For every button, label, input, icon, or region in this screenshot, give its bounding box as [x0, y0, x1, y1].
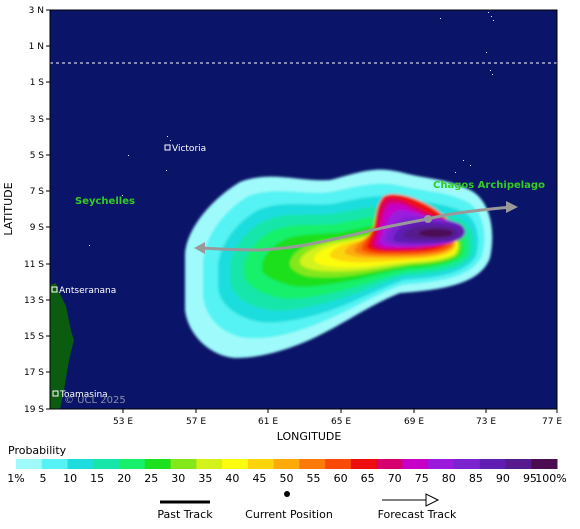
colorbar-swatch: [402, 459, 429, 469]
colorbar-label: 55: [307, 472, 321, 485]
place-label-seychelles: Seychelles: [75, 196, 135, 207]
colorbar-label: 15: [90, 472, 104, 485]
colorbar-swatch: [350, 459, 378, 469]
current-position-label: Current Position: [245, 508, 333, 521]
colorbar-label: 25: [144, 472, 158, 485]
current-position-marker: [424, 215, 432, 223]
colorbar-label: 80: [442, 472, 456, 485]
plot-border: [49, 9, 558, 410]
legend-title: Probability: [8, 444, 67, 457]
colorbar-label: 95: [523, 472, 537, 485]
colorbar-label: 5: [40, 472, 47, 485]
colorbar-swatch: [93, 459, 120, 469]
place-label-antseranana: Antseranana: [59, 286, 116, 296]
lat-tick-label: 3 N: [29, 6, 44, 16]
lat-tick-label: 9 S: [30, 223, 45, 233]
colorbar-swatch: [41, 459, 69, 469]
lon-tick-label: 69 E: [404, 417, 424, 427]
lat-tick-label: 17 S: [24, 368, 44, 378]
lat-tick-label: 11 S: [24, 260, 44, 270]
colorbar-label: 85: [469, 472, 483, 485]
storm-track: [194, 201, 518, 254]
colorbar-label: 10: [63, 472, 77, 485]
lon-tick-label: 65 E: [331, 417, 351, 427]
colorbar-swatch: [170, 459, 197, 469]
colorbar-label: 1%: [7, 472, 24, 485]
lat-tick-label: 5 S: [30, 151, 45, 161]
colorbar-label: 35: [198, 472, 212, 485]
current-position-symbol: [284, 491, 290, 497]
colorbar-label: 90: [496, 472, 510, 485]
colorbar-label: 45: [252, 472, 266, 485]
colorbar-swatch: [428, 459, 455, 469]
lon-tick-label: 77 E: [542, 417, 562, 427]
longitude-axis: [122, 409, 558, 413]
colorbar-swatch: [531, 459, 558, 469]
victoria-marker: [164, 144, 171, 151]
track-arrowhead-west: [194, 242, 205, 254]
colorbar-swatch: [144, 459, 172, 469]
track-arrowhead-east: [506, 201, 518, 213]
colorbar-swatch: [222, 459, 249, 469]
antseranana-marker: [51, 286, 58, 293]
madagascar-land: [50, 283, 74, 409]
lat-tick-label: 15 S: [24, 332, 44, 342]
place-label-toamasina: Toamasina: [59, 390, 108, 400]
colorbar-label: 100%: [535, 472, 566, 485]
colorbar-label: 50: [280, 472, 294, 485]
latitude-axis-label: LATITUDE: [2, 182, 15, 235]
forecast-track-arrowhead: [425, 493, 440, 507]
colorbar-swatch: [247, 459, 275, 469]
colorbar-swatch: [376, 459, 403, 469]
colorbar-swatch: [196, 459, 223, 469]
colorbar-swatch: [273, 459, 300, 469]
colorbar-swatch: [453, 459, 481, 469]
longitude-axis-label: LONGITUDE: [277, 430, 342, 443]
lon-tick-label: 73 E: [476, 417, 496, 427]
toamasina-marker: [52, 390, 59, 397]
forecast-track-label: Forecast Track: [378, 508, 457, 521]
latitude-axis: [46, 9, 50, 410]
track-line-east: [426, 205, 514, 221]
lat-tick-label: 1 S: [30, 78, 45, 88]
colorbar-swatch: [67, 459, 94, 469]
colorbar-label: 30: [171, 472, 185, 485]
colorbar-swatch: [16, 459, 43, 469]
colorbar-label: 20: [117, 472, 131, 485]
colorbar-swatch: [325, 459, 352, 469]
track-line-west: [198, 217, 430, 252]
place-label-victoria: Victoria: [172, 144, 206, 154]
lon-tick-label: 61 E: [258, 417, 278, 427]
place-label-chagos: Chagos Archipelago: [433, 180, 545, 191]
probability-colorbar: [16, 459, 558, 469]
colorbar-swatch: [505, 459, 532, 469]
colorbar-label: 70: [388, 472, 402, 485]
lon-tick-label: 53 E: [113, 417, 133, 427]
copyright-notice: © UCL 2025: [64, 395, 126, 406]
lat-tick-label: 3 S: [30, 115, 45, 125]
lon-tick-label: 57 E: [186, 417, 206, 427]
colorbar-label: 75: [415, 472, 429, 485]
colorbar-swatch: [119, 459, 146, 469]
lat-tick-label: 19 S: [24, 405, 44, 415]
colorbar-swatch: [479, 459, 506, 469]
lat-tick-label: 13 S: [24, 296, 44, 306]
colorbar-label: 60: [334, 472, 348, 485]
lat-tick-label: 1 N: [29, 42, 44, 52]
islands: [89, 12, 494, 246]
colorbar-swatch: [299, 459, 326, 469]
colorbar-label: 65: [361, 472, 375, 485]
colorbar-label: 40: [225, 472, 239, 485]
lat-tick-label: 7 S: [30, 187, 45, 197]
past-track-label: Past Track: [157, 508, 213, 521]
